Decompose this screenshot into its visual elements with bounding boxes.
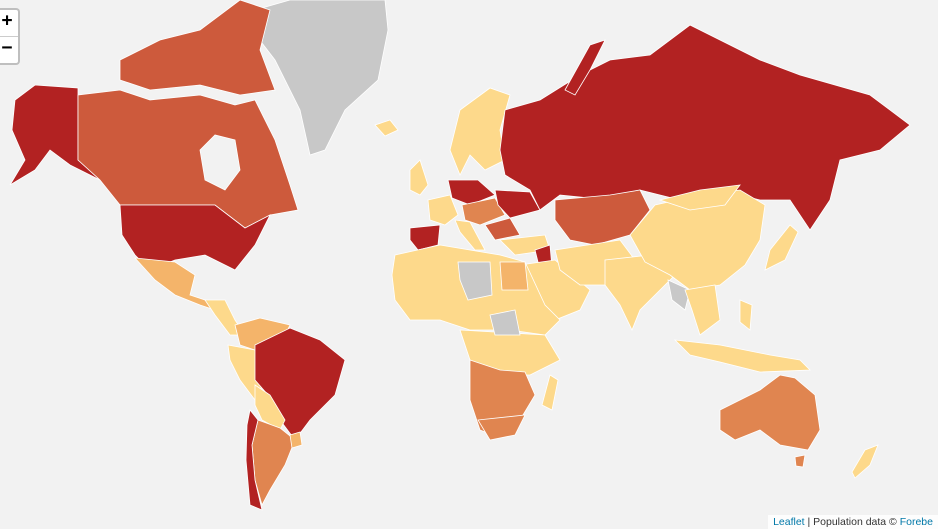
argentina[interactable] xyxy=(251,419,296,507)
southeast-asia[interactable] xyxy=(667,279,691,311)
germany-poland[interactable] xyxy=(447,179,496,206)
uruguay[interactable] xyxy=(289,431,303,449)
alaska[interactable] xyxy=(9,84,101,186)
france[interactable] xyxy=(427,194,459,226)
sahara-no-data[interactable] xyxy=(457,261,493,301)
italy[interactable] xyxy=(454,219,486,251)
mexico[interactable] xyxy=(134,257,216,311)
attribution-text: Population data © xyxy=(813,516,900,528)
mongolia[interactable] xyxy=(658,184,741,211)
central-europe[interactable] xyxy=(461,197,506,226)
tasmania[interactable] xyxy=(794,454,806,468)
zoom-control: + − xyxy=(0,8,20,65)
novaya-zemlya[interactable] xyxy=(564,39,606,96)
hudson-bay xyxy=(199,134,241,191)
leaflet-link[interactable]: Leaflet xyxy=(773,516,805,528)
united-states[interactable] xyxy=(119,204,271,271)
iceland[interactable] xyxy=(374,119,399,137)
attribution: Leaflet | Population data © Forebe xyxy=(768,515,938,529)
australia[interactable] xyxy=(719,374,821,451)
chile[interactable] xyxy=(245,409,263,511)
attribution-separator: | xyxy=(804,516,814,528)
indochina[interactable] xyxy=(684,284,721,336)
source-link[interactable]: Forebe xyxy=(899,516,933,528)
russia[interactable] xyxy=(499,24,911,231)
indonesia[interactable] xyxy=(673,339,811,373)
east-africa-no-data[interactable] xyxy=(489,309,521,336)
egypt[interactable] xyxy=(499,261,529,291)
canada-arctic[interactable] xyxy=(119,0,276,96)
balkans[interactable] xyxy=(484,217,521,241)
philippines[interactable] xyxy=(739,299,753,331)
new-zealand[interactable] xyxy=(851,444,879,479)
south-africa[interactable] xyxy=(477,414,526,441)
greenland[interactable] xyxy=(251,0,389,156)
uk[interactable] xyxy=(409,159,429,196)
scandinavia[interactable] xyxy=(449,87,511,176)
zoom-out-button[interactable]: − xyxy=(0,36,18,63)
zoom-in-button[interactable]: + xyxy=(1,10,13,31)
madagascar[interactable] xyxy=(541,374,559,411)
japan[interactable] xyxy=(764,224,799,271)
ukraine[interactable] xyxy=(494,189,541,219)
canada[interactable] xyxy=(77,89,299,229)
